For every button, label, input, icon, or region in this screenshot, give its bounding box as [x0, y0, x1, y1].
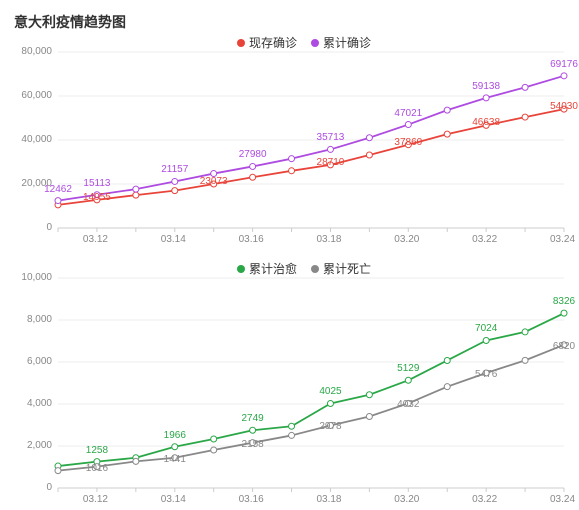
point-label: 2158	[241, 439, 263, 450]
x-tick-label: 03.14	[161, 494, 186, 505]
y-tick-label: 4,000	[27, 398, 52, 409]
point-label: 5476	[475, 369, 497, 380]
x-tick-label: 03.20	[394, 494, 419, 505]
y-tick-label: 2,000	[27, 440, 52, 451]
point-label: 8326	[553, 296, 575, 307]
point-label: 2749	[241, 413, 263, 424]
legend: 累计治愈累计死亡	[237, 260, 385, 277]
point-label: 1966	[164, 430, 186, 441]
y-tick-label: 6,000	[27, 356, 52, 367]
point-label: 1441	[164, 454, 186, 465]
x-tick-label: 03.22	[472, 494, 497, 505]
point-label: 1016	[86, 463, 108, 474]
x-tick-label: 03.24	[550, 494, 575, 505]
point-label: 1258	[86, 445, 108, 456]
x-tick-label: 03.12	[83, 494, 108, 505]
point-label: 4025	[319, 386, 341, 397]
x-tick-label: 03.18	[316, 494, 341, 505]
point-label: 2978	[319, 421, 341, 432]
point-label: 6820	[553, 341, 575, 352]
chart-2-svg	[0, 0, 579, 510]
point-label: 5129	[397, 363, 419, 374]
point-label: 4032	[397, 399, 419, 410]
y-tick-label: 0	[46, 482, 52, 493]
y-tick-label: 10,000	[21, 272, 52, 283]
x-tick-label: 03.16	[239, 494, 264, 505]
point-label: 7024	[475, 323, 497, 334]
y-tick-label: 8,000	[27, 314, 52, 325]
